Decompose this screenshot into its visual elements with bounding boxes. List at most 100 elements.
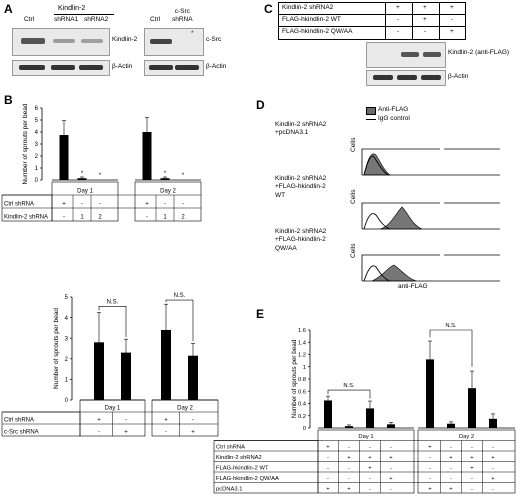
- y-tick-label: 0.8: [298, 377, 306, 383]
- condition-mark: +: [124, 430, 128, 436]
- condition-mark: -: [348, 476, 350, 482]
- condition-mark: -: [182, 202, 184, 208]
- condition-mark: +: [62, 202, 66, 208]
- condition-mark: +: [347, 487, 351, 493]
- blot-kindlin2: [12, 28, 110, 56]
- blot2-lane-csrc: c-Src shRNA: [172, 8, 193, 23]
- bar: [345, 426, 353, 428]
- c-mark: +: [423, 16, 427, 23]
- day-label: Day 1: [77, 189, 93, 195]
- condition-mark: +: [326, 445, 330, 451]
- blot-anti-flag: [366, 42, 446, 68]
- blot1-lane-ctrl: Ctrl: [24, 16, 35, 23]
- condition-mark: -: [98, 430, 100, 436]
- blot-actin-1: [12, 60, 110, 76]
- significance-star: *: [182, 173, 185, 179]
- condition-mark: -: [492, 466, 494, 472]
- blot-actin-c: [366, 70, 446, 86]
- y-tick-label: 2: [35, 154, 39, 160]
- table-group-border: [134, 181, 202, 222]
- d-condition-2: Kindlin-2 shRNA2 +FLAG-hkindlin-2 WT: [275, 175, 327, 199]
- ns-bracket: [165, 299, 194, 342]
- histogram-wt: [361, 202, 500, 230]
- condition-mark: +: [389, 455, 393, 461]
- bar: [324, 400, 332, 428]
- c-mark: +: [450, 4, 454, 11]
- d-histograms: [361, 148, 500, 282]
- day-label: Day 2: [459, 434, 474, 440]
- y-tick-label: 1.4: [298, 340, 307, 346]
- condition-mark: +: [449, 455, 453, 461]
- condition-mark: +: [347, 455, 351, 461]
- c-blot-protein-label: Kindlin-2 (anti-FLAG): [448, 49, 510, 56]
- bar: [121, 352, 131, 400]
- y-tick-label: 1: [65, 378, 69, 384]
- significance-star: *: [81, 171, 84, 177]
- day-label: Day 1: [358, 434, 373, 440]
- condition-label: Ctrl shRNA: [4, 202, 34, 208]
- y-tick-label: 1.6: [298, 328, 306, 334]
- condition-mark: +: [491, 455, 495, 461]
- blot1-lane-shrna1: shRNA1: [54, 16, 79, 23]
- panel-b-label: B: [4, 93, 13, 107]
- bar: [59, 135, 69, 180]
- bar: [94, 342, 104, 400]
- bar: [468, 388, 476, 428]
- condition-mark: +: [326, 487, 330, 493]
- blot1-lane-shrna2: shRNA2: [84, 16, 109, 23]
- condition-mark: -: [429, 455, 431, 461]
- blot-csrc: *: [144, 28, 204, 56]
- bar: [188, 355, 198, 400]
- condition-label: pcDNA3.1: [216, 487, 242, 493]
- condition-mark: 1: [80, 215, 84, 221]
- condition-mark: 1: [163, 215, 167, 221]
- condition-mark: -: [348, 466, 350, 472]
- bar: [426, 359, 434, 428]
- blot2-lane-ctrl: Ctrl: [150, 16, 161, 23]
- condition-mark: +: [428, 445, 432, 451]
- condition-mark: -: [63, 215, 65, 221]
- y-tick-label: 0.4: [298, 402, 307, 408]
- y-tick-label: 3: [35, 142, 39, 148]
- c-actin-label: β-Actin: [448, 73, 469, 80]
- condition-mark: -: [146, 215, 148, 221]
- y-tick-label: 4: [35, 130, 39, 136]
- condition-mark: -: [165, 430, 167, 436]
- y-tick-label: 5: [65, 295, 69, 301]
- blot1-actin-label: β-Actin: [112, 63, 133, 70]
- condition-mark: 2: [98, 215, 102, 221]
- condition-mark: -: [369, 476, 371, 482]
- condition-mark: -: [471, 445, 473, 451]
- y-axis-label: Number of sprouts per bead: [291, 339, 298, 418]
- y-tick-label: 5: [35, 118, 39, 124]
- bar: [366, 408, 374, 428]
- condition-mark: -: [471, 476, 473, 482]
- bar: [161, 329, 171, 400]
- y-tick-label: 0.2: [298, 414, 306, 420]
- y-tick-label: 1.2: [298, 353, 306, 359]
- condition-mark: -: [369, 445, 371, 451]
- d-condition-1: Kindlin-2 shRNA2 +pcDNA3.1: [275, 121, 327, 137]
- table-group-border: [151, 399, 219, 437]
- condition-mark: +: [368, 466, 372, 472]
- condition-label: FLAG-hkindlin-2 WT: [216, 466, 269, 472]
- c-row-label: FLAG-hkindlin-2 WT: [282, 16, 341, 23]
- y-tick-label: 0: [303, 426, 306, 432]
- c-mark: +: [396, 4, 400, 11]
- y-tick-label: 4: [65, 316, 69, 322]
- y-tick-label: 3: [65, 336, 69, 342]
- legend-line-igg: [366, 119, 376, 120]
- ns-label: N.S.: [174, 293, 186, 299]
- c-row-label: FLAG-hkindlin-2 QW/AA: [282, 28, 353, 35]
- condition-mark: -: [369, 487, 371, 493]
- y-tick-label: 6: [35, 106, 39, 112]
- c-mark: -: [397, 28, 400, 35]
- c-row-label: Kindlin-2 shRNA2: [282, 4, 334, 11]
- condition-mark: -: [471, 487, 473, 493]
- c-mark: +: [423, 4, 427, 11]
- bar: [160, 178, 170, 180]
- bar: [387, 424, 395, 428]
- condition-label: Ctrl shRNA: [4, 418, 34, 424]
- ns-label: N.S.: [107, 299, 119, 305]
